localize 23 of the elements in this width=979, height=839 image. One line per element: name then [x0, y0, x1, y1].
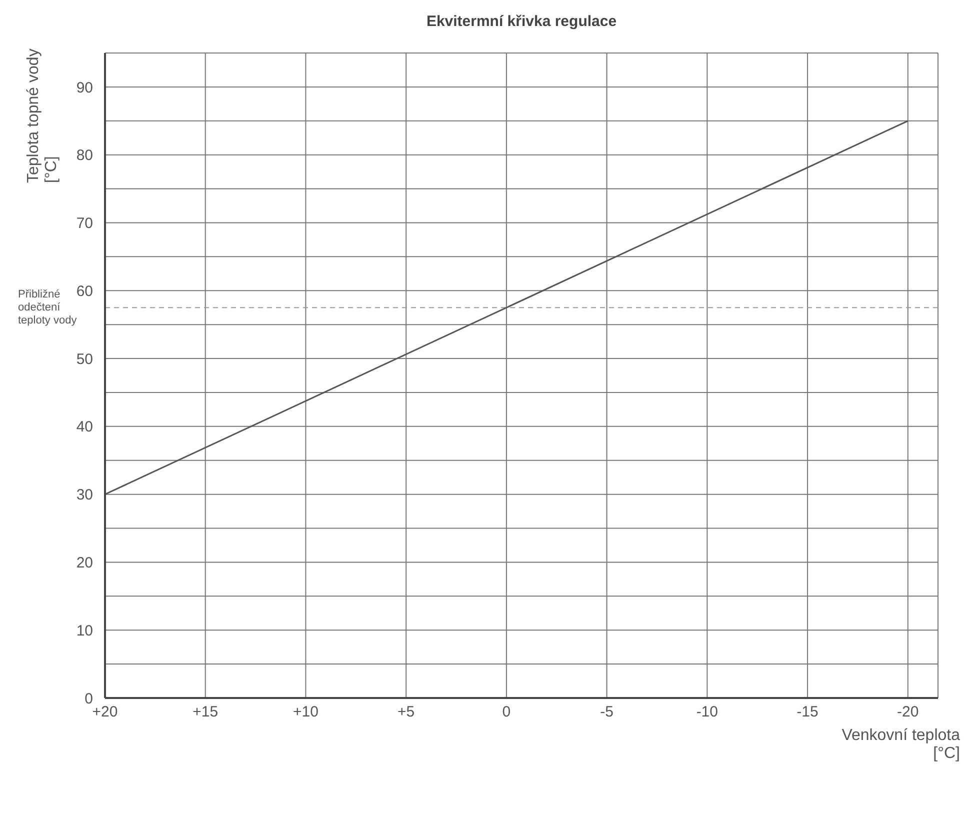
x-tick-label: +5	[398, 704, 415, 721]
x-tick-label: -10	[696, 704, 718, 721]
x-tick-label: -5	[600, 704, 614, 721]
x-tick-label: -20	[897, 704, 919, 721]
y-tick-label: 10	[76, 622, 93, 640]
y-tick-label: 20	[76, 554, 93, 572]
x-tick-label: -15	[796, 704, 818, 721]
y-tick-label: 70	[76, 215, 93, 232]
y-tick-label: 50	[76, 350, 93, 368]
y-tick-label: 90	[76, 79, 93, 96]
y-tick-label: 0	[84, 690, 93, 708]
x-tick-label: +10	[292, 704, 318, 721]
chart-title: Ekvitermní křivka regulace	[426, 13, 617, 30]
y-tick-label: 60	[76, 282, 93, 300]
ref-line-label: Přibližné odečtení teploty vody	[18, 288, 78, 327]
y-axis-title: Teplota topné vody [°C]	[25, 48, 60, 183]
x-tick-label: +15	[192, 704, 218, 721]
x-axis-title: Venkovní teplota [°C]	[842, 727, 960, 762]
y-tick-label: 30	[76, 486, 93, 504]
y-tick-label: 80	[76, 147, 93, 164]
x-tick-label: 0	[502, 704, 511, 721]
y-tick-label: 40	[76, 418, 93, 436]
x-tick-label: +20	[92, 704, 118, 721]
